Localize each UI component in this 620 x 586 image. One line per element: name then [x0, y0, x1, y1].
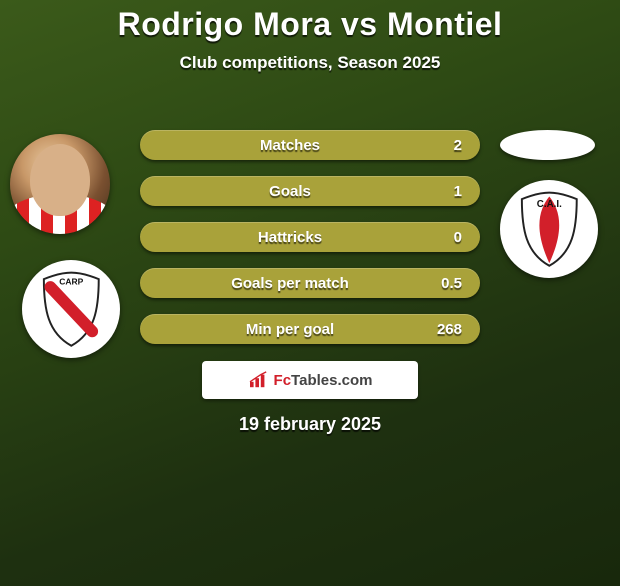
stat-pill: Matches2	[140, 130, 480, 160]
crest-left-text: CARP	[59, 276, 83, 286]
stat-label: Goals per match	[158, 275, 422, 292]
stat-value: 1	[422, 183, 462, 200]
stat-value: 2	[422, 137, 462, 154]
stat-value: 268	[422, 321, 462, 338]
stat-label: Goals	[158, 183, 422, 200]
brand-prefix: Fc	[274, 372, 292, 389]
page-title: Rodrigo Mora vs Montiel	[0, 6, 620, 43]
stat-label: Min per goal	[158, 321, 422, 338]
stat-pill: Goals per match0.5	[140, 268, 480, 298]
subtitle: Club competitions, Season 2025	[0, 53, 620, 73]
stat-value: 0	[422, 229, 462, 246]
crest-right-text: C.A.I.	[537, 199, 562, 210]
stat-label: Hattricks	[158, 229, 422, 246]
stat-value: 0.5	[422, 275, 462, 292]
brand-badge[interactable]: FcTables.com	[202, 361, 418, 399]
stat-pill: Hattricks0	[140, 222, 480, 252]
club-crest-right: C.A.I.	[500, 180, 598, 278]
stat-pill: Min per goal268	[140, 314, 480, 344]
stats-pill-list: Matches2Goals1Hattricks0Goals per match0…	[140, 130, 480, 360]
club-crest-left: CARP	[22, 260, 120, 358]
bar-chart-icon	[248, 371, 270, 389]
stat-label: Matches	[158, 137, 422, 154]
brand-text: FcTables.com	[274, 372, 373, 389]
player-avatar-left	[10, 134, 110, 234]
player-avatar-right-placeholder	[500, 130, 595, 160]
brand-rest: Tables.com	[291, 372, 372, 389]
date-text: 19 february 2025	[239, 414, 381, 435]
stat-pill: Goals1	[140, 176, 480, 206]
